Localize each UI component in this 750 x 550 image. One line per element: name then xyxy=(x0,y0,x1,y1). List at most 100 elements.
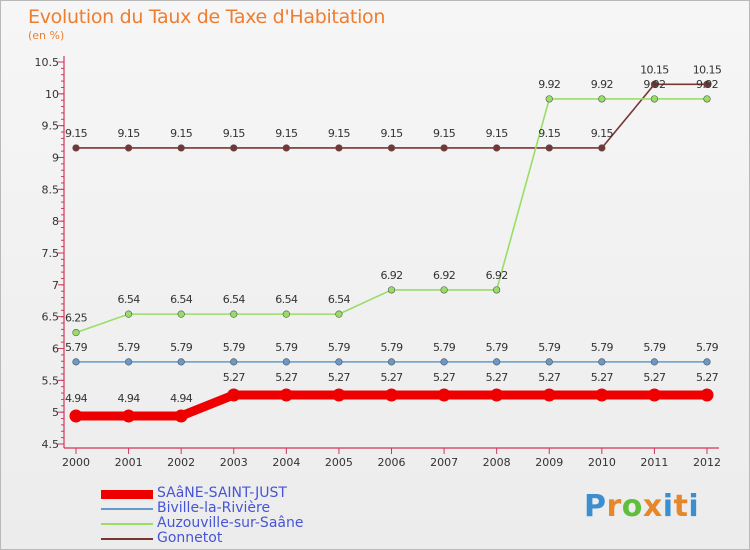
data-label: 10.15 xyxy=(693,63,722,76)
x-tick-label: 2007 xyxy=(430,456,458,469)
x-tick-label: 2005 xyxy=(325,456,353,469)
chart-subtitle: (en %) xyxy=(28,29,65,42)
data-label: 5.27 xyxy=(275,371,298,384)
x-tick-label: 2011 xyxy=(640,456,668,469)
data-point xyxy=(335,358,343,366)
legend-label: Biville-la-Rivière xyxy=(157,500,271,516)
data-point xyxy=(493,144,501,152)
data-point xyxy=(72,358,80,366)
data-point xyxy=(282,310,290,318)
y-tick-label: 5.5 xyxy=(42,374,60,387)
data-point xyxy=(332,388,346,402)
data-label: 6.54 xyxy=(118,293,141,306)
data-label: 5.79 xyxy=(223,341,246,354)
data-point xyxy=(493,358,501,366)
data-point xyxy=(545,358,553,366)
logo-letter: t xyxy=(673,489,689,524)
data-label: 9.15 xyxy=(380,127,403,140)
legend-swatch xyxy=(101,508,153,510)
data-label: 4.94 xyxy=(65,392,88,405)
data-label: 5.79 xyxy=(170,341,193,354)
legend-swatch xyxy=(101,523,153,525)
x-tick-label: 2002 xyxy=(167,456,195,469)
data-label: 9.92 xyxy=(538,78,560,91)
data-label: 6.54 xyxy=(275,293,298,306)
data-point xyxy=(437,388,451,402)
data-point xyxy=(598,144,606,152)
y-tick-label: 8 xyxy=(52,215,59,228)
x-tick-label: 2003 xyxy=(220,456,248,469)
data-label: 9.15 xyxy=(328,127,351,140)
data-label: 5.79 xyxy=(65,341,88,354)
data-label: 6.92 xyxy=(380,269,402,282)
data-point xyxy=(282,358,290,366)
data-label: 9.15 xyxy=(591,127,614,140)
data-point xyxy=(279,388,293,402)
data-label: 5.27 xyxy=(433,371,456,384)
logo-letter: o xyxy=(621,489,643,524)
y-tick-label: 5 xyxy=(52,406,59,419)
logo-letter: P xyxy=(584,489,607,524)
data-label: 5.27 xyxy=(223,371,246,384)
data-label: 5.79 xyxy=(275,341,298,354)
data-label: 6.54 xyxy=(328,293,351,306)
y-tick-label: 8.5 xyxy=(42,183,60,196)
data-label: 9.15 xyxy=(118,127,141,140)
data-label: 4.94 xyxy=(118,392,141,405)
x-tick-label: 2000 xyxy=(62,456,90,469)
data-label: 9.92 xyxy=(643,78,665,91)
data-label: 9.15 xyxy=(433,127,456,140)
x-tick-label: 2004 xyxy=(272,456,300,469)
data-point xyxy=(387,358,396,366)
data-point xyxy=(174,409,188,423)
data-label: 5.79 xyxy=(538,341,561,354)
data-label: 5.79 xyxy=(380,341,403,354)
x-tick-label: 2010 xyxy=(588,456,616,469)
data-point xyxy=(650,358,659,366)
data-label: 5.79 xyxy=(486,341,509,354)
data-label: 5.79 xyxy=(591,341,614,354)
data-point xyxy=(493,286,501,294)
y-tick-label: 4.5 xyxy=(42,438,60,451)
data-point xyxy=(385,388,398,402)
data-point xyxy=(703,95,711,103)
y-tick-label: 6 xyxy=(52,343,59,356)
data-point xyxy=(72,144,80,152)
data-point xyxy=(227,388,241,402)
y-tick-label: 10 xyxy=(45,88,59,101)
x-tick-label: 2001 xyxy=(115,456,143,469)
data-point xyxy=(542,388,556,402)
legend-label: Gonnetot xyxy=(157,530,223,546)
logo-letter: i xyxy=(662,489,674,524)
data-point xyxy=(545,144,553,152)
data-point xyxy=(230,310,238,318)
legend-label: SAâNE-SAINT-JUST xyxy=(157,485,287,501)
data-label: 5.79 xyxy=(696,341,719,354)
y-tick-label: 7.5 xyxy=(42,247,60,260)
data-point xyxy=(72,328,80,337)
data-label: 6.92 xyxy=(486,269,508,282)
proxiti-logo: Proxiti xyxy=(584,489,699,524)
data-label: 9.15 xyxy=(223,127,246,140)
data-point xyxy=(595,388,609,402)
data-point xyxy=(650,80,659,88)
data-label: 5.27 xyxy=(380,371,403,384)
data-point xyxy=(124,358,133,366)
data-point xyxy=(230,358,238,366)
data-point xyxy=(703,358,711,366)
data-label: 5.79 xyxy=(433,341,456,354)
data-point xyxy=(124,144,133,152)
data-label: 9.92 xyxy=(696,78,718,91)
x-tick-label: 2008 xyxy=(483,456,511,469)
data-label: 9.15 xyxy=(486,127,509,140)
data-label: 9.15 xyxy=(170,127,193,140)
y-tick-label: 9.5 xyxy=(42,120,60,133)
data-point xyxy=(230,144,238,152)
data-point xyxy=(387,286,396,294)
data-point xyxy=(335,144,343,152)
data-label: 5.27 xyxy=(591,371,614,384)
legend-label: Auzouville-sur-Saâne xyxy=(157,515,304,531)
y-tick-label: 9 xyxy=(52,152,59,165)
data-label: 5.79 xyxy=(328,341,351,354)
